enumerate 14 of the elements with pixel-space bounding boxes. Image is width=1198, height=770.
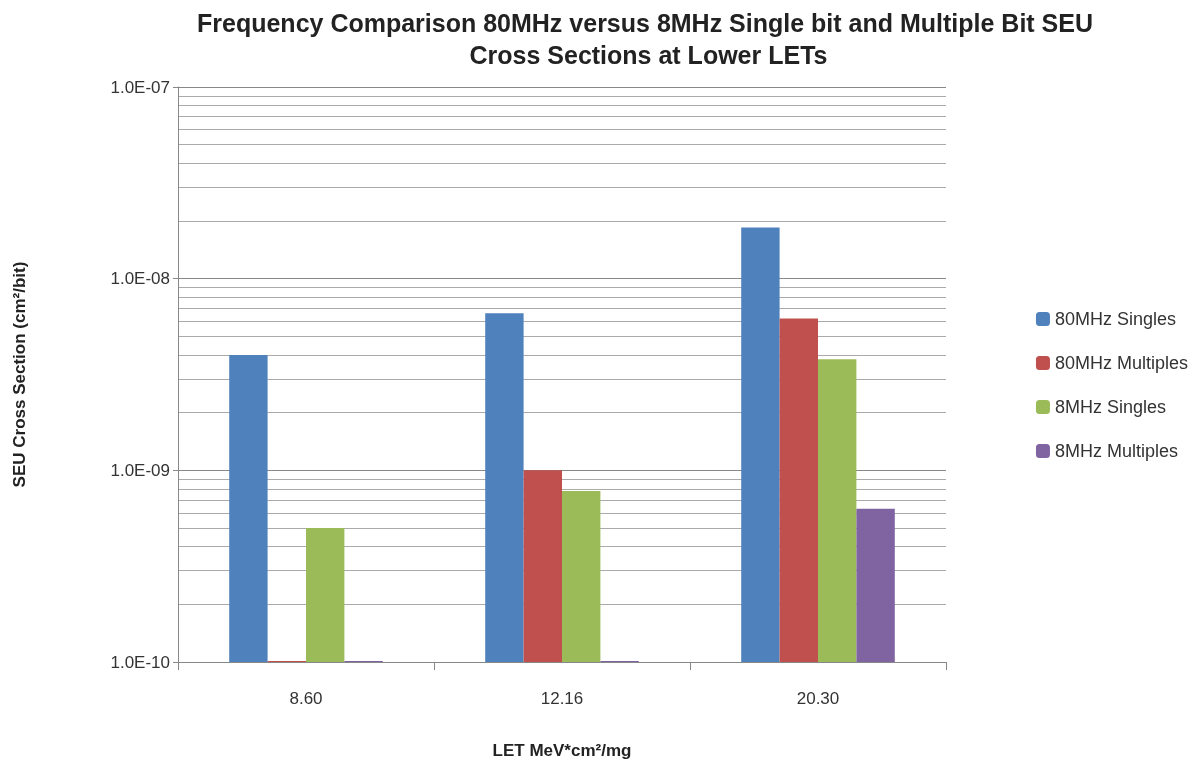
x-tick-label: 8.60: [289, 689, 323, 708]
x-tick-label: 20.30: [796, 689, 840, 708]
legend-label: 8MHz Multiples: [1054, 441, 1178, 461]
y-axis-title: SEU Cross Section (cm²/bit): [10, 261, 29, 488]
legend-label: 80MHz Singles: [1054, 309, 1177, 329]
x-tick-label: 12.16: [540, 689, 584, 708]
y-tick-label: 1.0E-10: [110, 652, 170, 672]
x-axis-title: LET MeV*cm²/mg: [492, 741, 632, 760]
chart-title: Frequency Comparison 80MHz versus 8MHz Single bit and Multiple Bit SEU Cross Sections at Lower LETs: [197, 9, 1093, 69]
legend-label: 80MHz Multiples: [1054, 353, 1189, 373]
y-tick-label: 1.0E-08: [110, 269, 170, 289]
y-tick-label: 1.0E-09: [110, 460, 170, 480]
y-tick-label: 1.0E-07: [110, 77, 170, 97]
legend-label: 8MHz Singles: [1054, 397, 1167, 417]
